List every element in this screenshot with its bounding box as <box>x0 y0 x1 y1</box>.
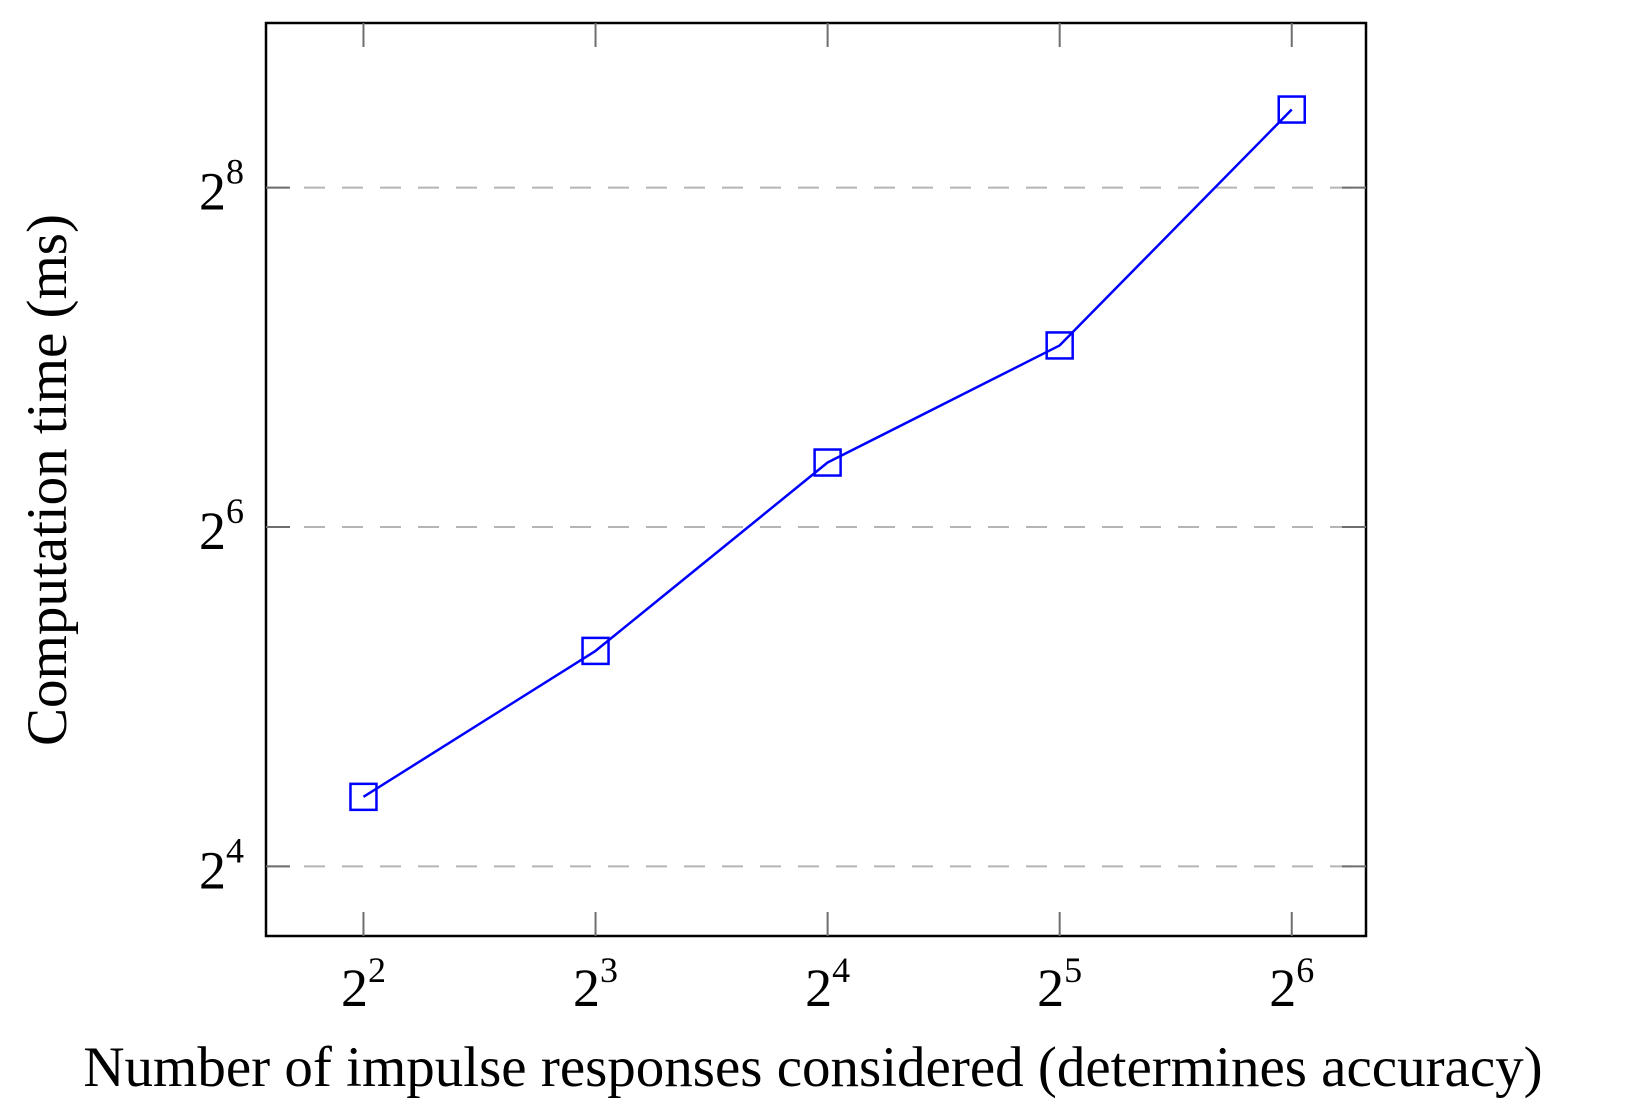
plot-frame <box>264 21 1368 938</box>
data-point-marker-8 <box>581 636 610 666</box>
data-point-marker-32 <box>1045 331 1074 360</box>
data-point-marker-16 <box>813 448 842 477</box>
x-tick-label-2^5: 25 <box>1037 950 1082 1018</box>
x-tick-label-2^6: 26 <box>1269 950 1314 1018</box>
axis-ticks-group <box>266 23 1366 936</box>
x-axis-label: Number of impulse responses considered (… <box>83 1036 1542 1099</box>
x-tick-label-2^2: 22 <box>341 950 386 1018</box>
y-tick-label-2^8: 28 <box>199 152 244 222</box>
markers-group <box>349 95 1306 812</box>
y-tick-label-2^4: 24 <box>199 830 244 900</box>
data-point-marker-4 <box>349 782 378 812</box>
gridlines-group <box>266 186 1366 868</box>
series-line-computation-time <box>362 108 1293 798</box>
series-group <box>362 108 1293 798</box>
y-tick-labels-group: 24 26 28 <box>199 152 244 901</box>
data-point-marker-64 <box>1277 95 1306 124</box>
y-tick-label-2^6: 26 <box>199 491 244 561</box>
x-tick-labels-group: 22 23 24 25 26 <box>341 950 1314 1018</box>
x-tick-label-2^4: 24 <box>805 950 850 1018</box>
x-tick-label-2^3: 23 <box>573 950 618 1018</box>
y-axis-label: Computation time (ms) <box>16 214 79 746</box>
